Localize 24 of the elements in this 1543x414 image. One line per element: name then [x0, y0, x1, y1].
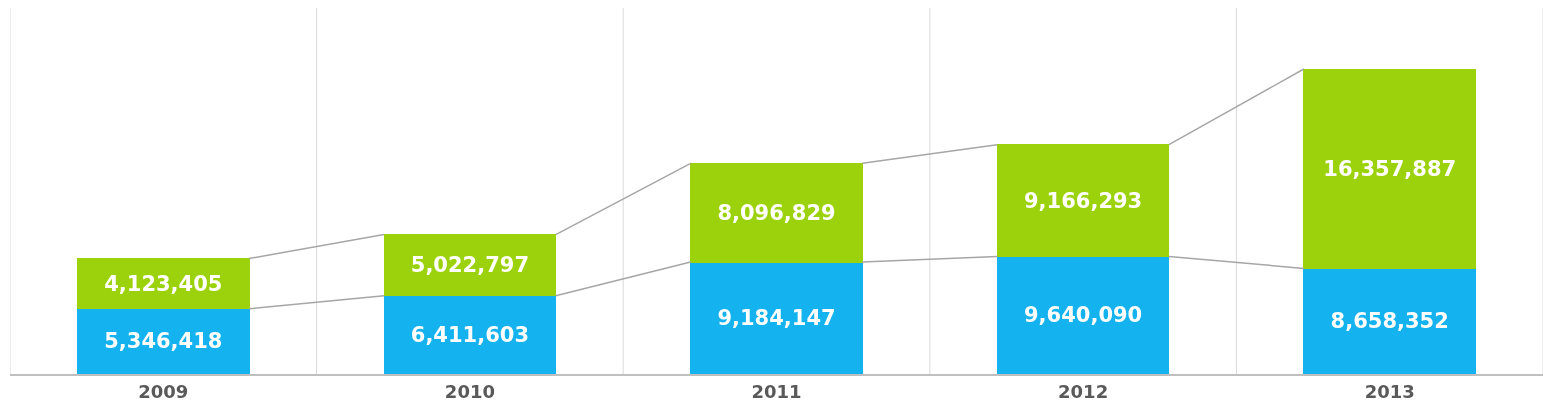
data-label: 9,184,147 [717, 306, 836, 331]
data-label: 4,123,405 [104, 271, 223, 296]
data-label: 9,640,090 [1023, 303, 1143, 328]
data-label: 16,357,887 [1323, 156, 1457, 181]
x-tick-label: 2013 [1364, 380, 1415, 402]
data-label: 9,166,293 [1023, 188, 1143, 213]
x-tick-label: 2012 [1058, 380, 1109, 402]
data-label: 8,658,352 [1330, 309, 1449, 334]
bar [383, 295, 557, 374]
bar [1303, 267, 1477, 374]
x-tick-label: 2010 [444, 380, 495, 402]
bar [690, 261, 863, 374]
x-tick-label: 2011 [751, 380, 802, 402]
bar [1303, 68, 1477, 269]
data-label: 8,096,829 [717, 200, 836, 225]
bar [690, 162, 863, 263]
bar [996, 144, 1170, 257]
bar [76, 308, 250, 374]
bar [996, 255, 1170, 374]
data-label: 5,022,797 [410, 253, 530, 278]
bar [383, 234, 557, 297]
x-tick-label: 2009 [138, 380, 189, 402]
data-label: 5,346,418 [104, 329, 223, 354]
data-label: 6,411,603 [410, 322, 530, 347]
